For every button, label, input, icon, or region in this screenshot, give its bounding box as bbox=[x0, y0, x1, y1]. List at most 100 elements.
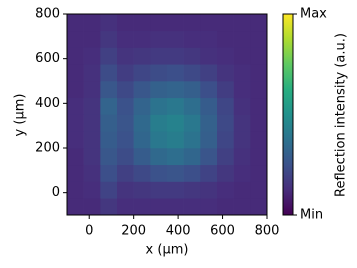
heatmap-cell bbox=[150, 131, 168, 149]
heatmap-cell bbox=[133, 64, 151, 82]
heatmap-cell bbox=[67, 81, 84, 99]
heatmap-cell bbox=[167, 47, 184, 65]
heatmap-cell bbox=[83, 30, 101, 48]
heatmap-cell bbox=[250, 97, 268, 115]
heatmap-cell bbox=[100, 47, 118, 65]
plot-frame bbox=[66, 13, 268, 216]
heatmap-cell bbox=[133, 181, 151, 199]
heatmap-cell bbox=[133, 148, 151, 166]
heatmap-cell bbox=[167, 81, 184, 99]
heatmap-cell bbox=[167, 131, 184, 149]
heatmap-cell bbox=[217, 64, 234, 82]
heatmap-cell bbox=[200, 164, 218, 182]
heatmap-cell bbox=[133, 164, 151, 182]
heatmap-cell bbox=[183, 14, 201, 32]
heatmap-cell bbox=[133, 97, 151, 115]
heatmap-cell bbox=[250, 164, 268, 182]
heatmap-cell bbox=[83, 97, 101, 115]
heatmap-cell bbox=[83, 81, 101, 99]
heatmap-cell bbox=[217, 148, 234, 166]
heatmap-cell bbox=[233, 30, 251, 48]
heatmap-cell bbox=[133, 114, 151, 132]
heatmap-cell bbox=[117, 114, 134, 132]
heatmap-cell bbox=[117, 47, 134, 65]
heatmap-cell bbox=[217, 97, 234, 115]
heatmap-cell bbox=[217, 114, 234, 132]
heatmap-cell bbox=[233, 131, 251, 149]
y-tick-label: 800 bbox=[35, 7, 60, 22]
heatmap-cell bbox=[167, 148, 184, 166]
heatmap-cell bbox=[233, 47, 251, 65]
heatmap-cell bbox=[233, 164, 251, 182]
heatmap-cell bbox=[183, 97, 201, 115]
heatmap-cell bbox=[200, 181, 218, 199]
heatmap bbox=[67, 14, 268, 216]
heatmap-cell bbox=[200, 81, 218, 99]
heatmap-cell bbox=[67, 148, 84, 166]
heatmap-cell bbox=[233, 114, 251, 132]
x-tick-label: 200 bbox=[121, 224, 146, 239]
heatmap-cell bbox=[200, 198, 218, 216]
heatmap-cell bbox=[83, 181, 101, 199]
heatmap-cell bbox=[117, 30, 134, 48]
heatmap-cell bbox=[100, 14, 118, 32]
heatmap-cell bbox=[100, 64, 118, 82]
heatmap-cell bbox=[183, 131, 201, 149]
heatmap-cell bbox=[217, 181, 234, 199]
heatmap-cell bbox=[167, 181, 184, 199]
x-tick-label: 400 bbox=[166, 224, 191, 239]
heatmap-cell bbox=[100, 181, 118, 199]
heatmap-cell bbox=[67, 64, 84, 82]
heatmap-cell bbox=[133, 14, 151, 32]
heatmap-cell bbox=[250, 64, 268, 82]
y-tick-label: 400 bbox=[35, 96, 60, 111]
heatmap-cell bbox=[217, 30, 234, 48]
heatmap-cell bbox=[183, 47, 201, 65]
heatmap-cell bbox=[100, 81, 118, 99]
heatmap-cell bbox=[167, 30, 184, 48]
heatmap-cell bbox=[117, 97, 134, 115]
heatmap-cell bbox=[250, 114, 268, 132]
heatmap-cell bbox=[233, 97, 251, 115]
heatmap-cell bbox=[117, 14, 134, 32]
colorbar-tick-label: Min bbox=[300, 208, 323, 223]
heatmap-cell bbox=[67, 47, 84, 65]
heatmap-cell bbox=[233, 181, 251, 199]
heatmap-cell bbox=[150, 148, 168, 166]
heatmap-cell bbox=[67, 198, 84, 216]
heatmap-cell bbox=[133, 81, 151, 99]
y-tick-label: 600 bbox=[35, 51, 60, 66]
y-axis-label: y (μm) bbox=[13, 94, 28, 137]
heatmap-cell bbox=[217, 47, 234, 65]
heatmap-cell bbox=[83, 198, 101, 216]
heatmap-cell bbox=[217, 81, 234, 99]
heatmap-cell bbox=[83, 164, 101, 182]
heatmap-cell bbox=[67, 114, 84, 132]
y-tick-label: 200 bbox=[35, 141, 60, 156]
heatmap-cell bbox=[83, 114, 101, 132]
heatmap-cell bbox=[117, 198, 134, 216]
heatmap-cell bbox=[167, 164, 184, 182]
heatmap-cell bbox=[250, 14, 268, 32]
heatmap-cell bbox=[100, 198, 118, 216]
y-tick-label: 0 bbox=[52, 185, 60, 200]
heatmap-cell bbox=[117, 131, 134, 149]
heatmap-cell bbox=[183, 30, 201, 48]
heatmap-cell bbox=[150, 181, 168, 199]
heatmap-cell bbox=[167, 97, 184, 115]
heatmap-cell bbox=[183, 64, 201, 82]
heatmap-cell bbox=[67, 97, 84, 115]
heatmap-cell bbox=[183, 81, 201, 99]
heatmap-cell bbox=[100, 148, 118, 166]
x-tick-label: 800 bbox=[255, 224, 280, 239]
heatmap-cell bbox=[167, 198, 184, 216]
heatmap-cell bbox=[167, 114, 184, 132]
colorbar-tick-label: Max bbox=[300, 7, 327, 22]
heatmap-cell bbox=[183, 114, 201, 132]
heatmap-cell bbox=[200, 131, 218, 149]
heatmap-cell bbox=[67, 131, 84, 149]
heatmap-cell bbox=[233, 81, 251, 99]
heatmap-cell bbox=[67, 181, 84, 199]
heatmap-cell bbox=[217, 198, 234, 216]
heatmap-cell bbox=[83, 14, 101, 32]
